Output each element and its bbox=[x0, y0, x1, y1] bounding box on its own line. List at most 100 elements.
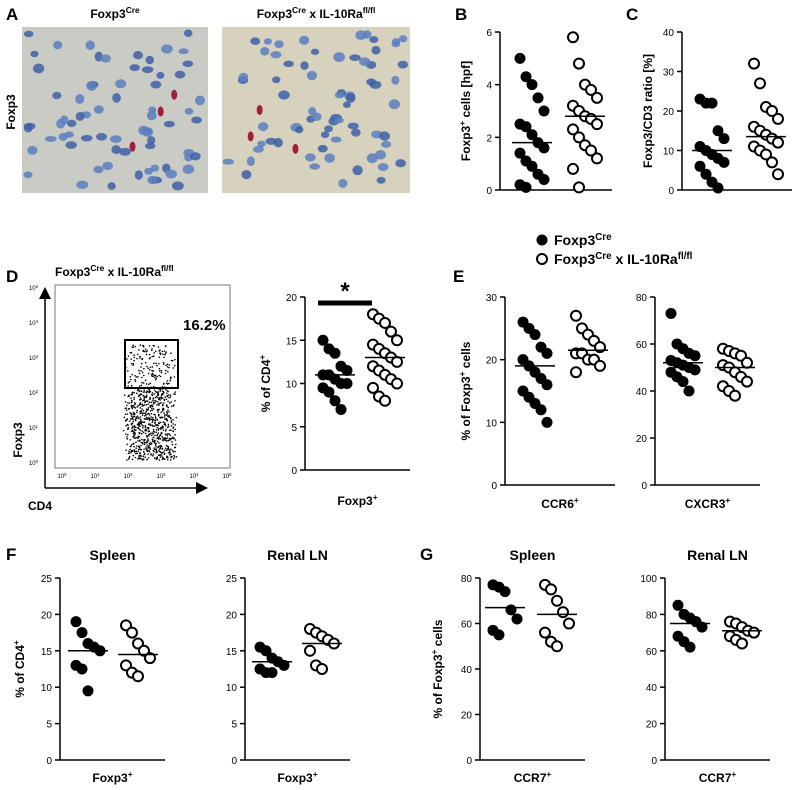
nucleus bbox=[398, 35, 408, 43]
event bbox=[161, 350, 164, 353]
y-tick-label: 15 bbox=[41, 647, 53, 658]
data-point bbox=[526, 160, 538, 172]
event bbox=[154, 376, 156, 379]
text-part: % of CD4 bbox=[13, 645, 27, 698]
superscript: + bbox=[313, 769, 318, 779]
event bbox=[157, 401, 159, 403]
event bbox=[126, 459, 128, 461]
event bbox=[152, 400, 154, 402]
event bbox=[158, 374, 161, 377]
event bbox=[154, 434, 156, 437]
event bbox=[153, 374, 156, 377]
event bbox=[131, 427, 133, 430]
data-point bbox=[718, 133, 730, 145]
nucleus bbox=[58, 133, 68, 141]
event bbox=[168, 429, 171, 431]
legend-marker bbox=[536, 234, 548, 246]
event bbox=[140, 441, 143, 444]
nucleus bbox=[102, 161, 113, 171]
event bbox=[155, 431, 157, 434]
event bbox=[139, 454, 142, 456]
nucleus bbox=[263, 38, 272, 45]
superscript: + bbox=[373, 492, 378, 502]
y-axis-label: Foxp3+ cells [hpf] bbox=[457, 61, 473, 161]
text-part: Foxp3 bbox=[277, 771, 313, 785]
event bbox=[139, 439, 141, 442]
event bbox=[146, 413, 149, 415]
event bbox=[156, 403, 158, 406]
y-tick-label: 4 bbox=[486, 81, 492, 92]
event bbox=[141, 427, 144, 429]
event bbox=[166, 380, 169, 382]
event bbox=[159, 399, 161, 401]
event bbox=[144, 415, 146, 417]
event bbox=[141, 421, 144, 423]
event bbox=[167, 409, 169, 411]
flow-x-tick: 104 bbox=[189, 472, 199, 481]
data-point bbox=[379, 316, 391, 329]
event bbox=[147, 372, 150, 375]
stained-cell bbox=[256, 104, 263, 115]
nucleus bbox=[246, 156, 255, 167]
event bbox=[144, 424, 147, 427]
event bbox=[131, 393, 134, 396]
event bbox=[156, 426, 159, 429]
text-part: 10 bbox=[29, 426, 36, 432]
event bbox=[165, 440, 168, 442]
event bbox=[129, 375, 132, 378]
event bbox=[135, 416, 138, 418]
event bbox=[133, 450, 136, 453]
data-point bbox=[529, 329, 541, 341]
nucleus bbox=[134, 170, 143, 180]
event bbox=[147, 428, 150, 430]
event bbox=[123, 416, 126, 419]
nucleus bbox=[376, 176, 386, 184]
event bbox=[150, 416, 152, 418]
event bbox=[127, 381, 130, 384]
event bbox=[134, 403, 136, 406]
event bbox=[155, 442, 157, 445]
y-tick-label: 20 bbox=[461, 711, 473, 722]
event bbox=[144, 432, 147, 435]
event bbox=[165, 444, 168, 447]
event bbox=[165, 369, 167, 372]
data-point bbox=[591, 152, 603, 165]
y-tick-label: 0 bbox=[641, 481, 647, 492]
event bbox=[161, 410, 164, 412]
data-point bbox=[520, 121, 532, 133]
data-point bbox=[772, 136, 784, 149]
event bbox=[172, 404, 175, 406]
event bbox=[126, 436, 128, 438]
event bbox=[159, 353, 162, 356]
event bbox=[132, 404, 135, 407]
text-part: CCR7 bbox=[699, 771, 732, 785]
text-part: x IL-10Ra bbox=[612, 251, 678, 267]
x-axis-label: CCR7+ bbox=[514, 769, 552, 785]
event bbox=[167, 452, 170, 454]
data-point bbox=[317, 334, 329, 346]
y-tick-label: 0 bbox=[668, 186, 674, 197]
event bbox=[130, 351, 133, 354]
event bbox=[170, 425, 173, 427]
nucleus bbox=[81, 134, 93, 142]
event bbox=[155, 429, 158, 431]
flow-x-tick: 101 bbox=[90, 472, 100, 481]
event bbox=[133, 359, 135, 362]
event bbox=[142, 350, 145, 352]
data-point bbox=[499, 586, 511, 598]
nucleus bbox=[324, 125, 333, 133]
event bbox=[131, 391, 134, 394]
y-tick-label: 60 bbox=[461, 620, 473, 631]
text-part: Foxp3 bbox=[337, 494, 373, 508]
data-point bbox=[505, 604, 517, 616]
event bbox=[153, 450, 155, 453]
event bbox=[141, 376, 143, 379]
event bbox=[148, 430, 151, 433]
event bbox=[174, 391, 176, 393]
event bbox=[170, 448, 172, 450]
event bbox=[161, 408, 164, 411]
event bbox=[158, 367, 161, 370]
event bbox=[158, 448, 161, 450]
y-tick-label: 5 bbox=[46, 720, 52, 731]
data-point bbox=[712, 125, 724, 137]
